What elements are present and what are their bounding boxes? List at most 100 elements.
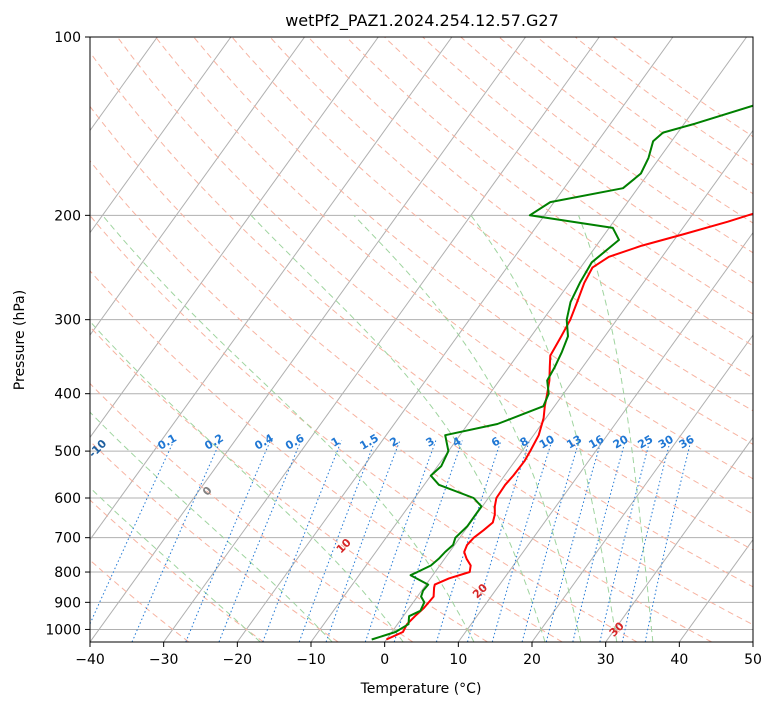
- dry-adiabat-label: 20: [470, 581, 490, 601]
- dry-adiabat-line: [460, 37, 753, 254]
- x-tick-label: −20: [223, 652, 253, 668]
- isotherm-line: [605, 436, 753, 642]
- moist-adiabat-line: [90, 320, 404, 642]
- moist-adiabat-line: [90, 411, 333, 642]
- mixing-ratio-label: 16: [587, 432, 607, 451]
- dry-adiabat-label: 0: [200, 484, 215, 499]
- mixing-ratio-line: [545, 440, 602, 642]
- line-labels: 0.1 0.2 0.4 0.6 1 1.5 2 3 4 6 8 10 13 16 20 25 30 36-1001…: [86, 431, 697, 639]
- isotherm-line: [90, 37, 306, 336]
- moist-adiabat-line: [470, 215, 618, 642]
- mixing-ratio-line: [325, 440, 401, 642]
- moist-adiabat-line: [353, 214, 582, 642]
- isotherm-line: [90, 37, 232, 234]
- dry-adiabat-line: [345, 37, 753, 347]
- x-tick-label: −30: [149, 652, 179, 668]
- mixing-ratio-line: [644, 440, 692, 642]
- sounding-profiles: [371, 104, 753, 641]
- mixing-ratio-label: 13: [564, 433, 584, 452]
- mixing-ratio-label: 1.5: [358, 432, 381, 453]
- background-lines: [0, 37, 753, 642]
- mixing-ratio-line: [185, 440, 271, 642]
- isotherm-line: [90, 37, 527, 642]
- mixing-ratio-label: 2: [387, 435, 400, 450]
- dry-adiabat-line: [116, 37, 753, 551]
- isotherm-line: [0, 37, 10, 642]
- isotherm-line: [531, 334, 753, 642]
- plot-frame: [89, 36, 754, 643]
- mixing-ratio-label: 0.1: [156, 432, 179, 453]
- mixing-ratio-line: [521, 440, 580, 642]
- mixing-ratio-line: [467, 440, 530, 642]
- dry-adiabat-line: [536, 37, 753, 195]
- mixing-ratio-line: [131, 440, 221, 642]
- dry-adiabat-line: [90, 105, 753, 626]
- mixing-ratio-label: 10: [537, 432, 557, 451]
- x-tick-label: 20: [523, 652, 541, 668]
- y-tick-label: 100: [54, 30, 81, 46]
- mixing-ratio-label: 20: [611, 432, 631, 451]
- mixing-ratio-label: 0.6: [283, 431, 307, 452]
- isotherm-line: [90, 37, 379, 439]
- isotherm-line: [236, 37, 674, 642]
- x-axis-label: Temperature (°C): [360, 681, 482, 697]
- dewpoint-profile: [371, 104, 753, 641]
- dry-adiabat-line: [90, 326, 488, 642]
- mixing-ratio-line: [599, 440, 651, 642]
- x-tick-label: −10: [296, 652, 326, 668]
- chart-title: wetPf2_PAZ1.2024.254.12.57.G27: [285, 11, 559, 31]
- x-tick-label: 40: [670, 652, 688, 668]
- isotherm-line: [384, 129, 753, 642]
- dry-adiabat-line: [90, 440, 339, 642]
- dry-adiabat-line: [90, 214, 638, 642]
- dry-adiabat-label: 10: [334, 536, 354, 556]
- y-tick-label: 400: [54, 387, 81, 403]
- dry-adiabat-line: [90, 160, 712, 642]
- mixing-ratio-label: 0.4: [252, 431, 276, 452]
- y-tick-label: 900: [54, 595, 81, 611]
- y-axis-label: Pressure (hPa): [12, 290, 28, 390]
- mixing-ratio-line: [393, 440, 463, 642]
- mixing-ratio-line: [364, 440, 437, 642]
- mixing-ratio-label: 3: [424, 435, 437, 450]
- dry-adiabat-line: [193, 37, 753, 480]
- dry-adiabat-line: [384, 37, 753, 315]
- y-tick-label: 800: [54, 565, 81, 581]
- y-tick-label: 700: [54, 531, 81, 547]
- isotherm-line: [678, 538, 753, 642]
- mixing-ratio-line: [90, 440, 175, 625]
- isotherm-line: [163, 37, 600, 642]
- x-tick-label: 10: [449, 652, 467, 668]
- y-tick-label: 200: [54, 208, 81, 224]
- moist-adiabat-line: [90, 486, 261, 642]
- mixing-ratio-label: 6: [489, 434, 502, 449]
- y-tick-label: 600: [54, 491, 81, 507]
- dry-adiabat-line: [269, 37, 753, 412]
- dry-adiabat-line: [90, 382, 414, 642]
- dry-adiabat-line: [231, 37, 753, 445]
- mixing-ratio-label: 0.2: [202, 432, 225, 453]
- mixing-ratio-label: 4: [450, 434, 463, 449]
- x-tick-label: 50: [744, 652, 762, 668]
- x-tick-label: 30: [597, 652, 615, 668]
- x-tick-label: −40: [75, 652, 105, 668]
- y-tick-label: 300: [54, 313, 81, 329]
- axis-ticks: −40 −30 −20 −10 0 10 20 30 40 5010020030040050060…: [45, 30, 762, 668]
- mixing-ratio-line: [572, 440, 626, 642]
- moist-adiabat-line: [250, 214, 546, 642]
- isotherm-line: [752, 641, 753, 642]
- temperature-profile: [385, 212, 753, 641]
- mixing-ratio-line: [218, 440, 302, 642]
- mixing-ratio-line: [435, 440, 502, 642]
- dry-adiabat-line: [90, 499, 264, 642]
- moist-adiabat-line: [102, 214, 475, 642]
- dry-adiabat-line: [307, 37, 753, 379]
- dry-adiabat-line: [90, 51, 753, 588]
- x-tick-label: 0: [380, 652, 389, 668]
- dry-adiabat-line: [90, 270, 563, 642]
- mixing-ratio-line: [491, 440, 553, 642]
- dry-adiabat-line: [498, 37, 753, 224]
- dry-adiabat-line: [613, 37, 753, 138]
- mixing-ratio-label: 36: [677, 432, 697, 451]
